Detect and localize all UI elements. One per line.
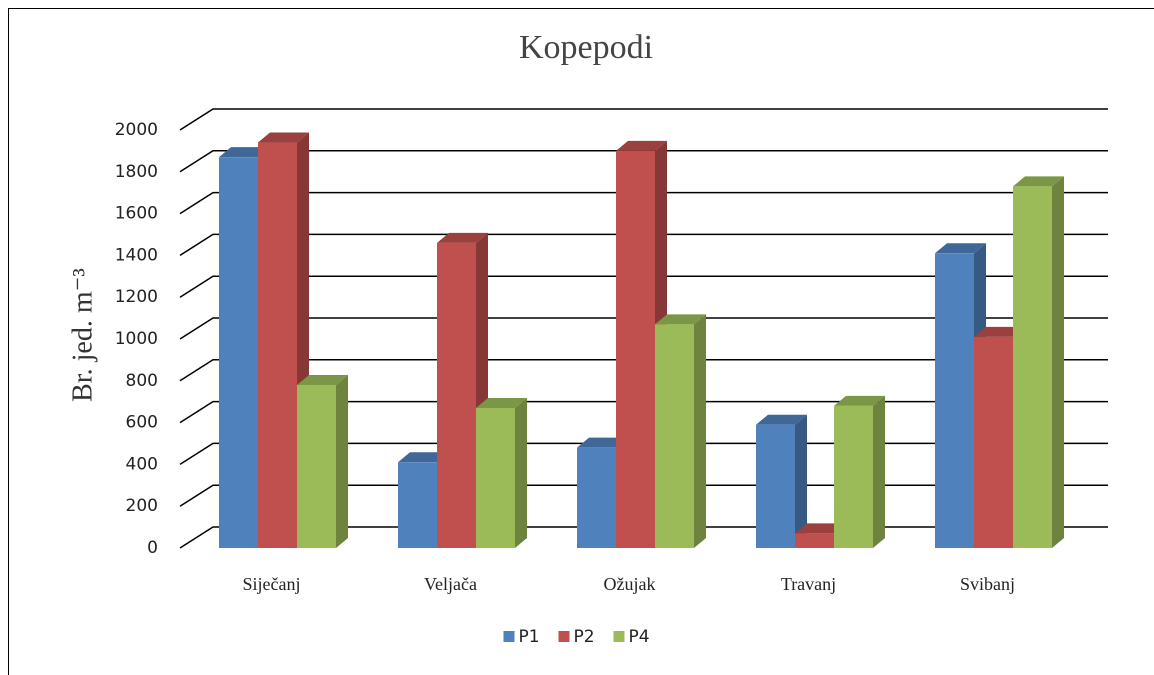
bar-top (476, 397, 527, 408)
y-tick-label: 400 (126, 454, 158, 474)
y-tick-label: 800 (126, 371, 158, 391)
bar-side (873, 395, 885, 548)
y-tick-label: 1800 (115, 162, 158, 182)
bar-top (974, 326, 1025, 337)
bar (795, 533, 834, 548)
legend-label: P4 (629, 627, 650, 647)
x-tick-label: Svibanj (960, 574, 1015, 594)
x-tick-label: Ožujak (604, 574, 656, 594)
bar (577, 447, 616, 548)
bar (974, 336, 1013, 548)
bar (655, 324, 694, 548)
bar (1013, 186, 1052, 548)
bar-top (219, 147, 270, 158)
bar-top (398, 452, 449, 463)
bar (476, 407, 515, 548)
x-tick-label: Veljača (424, 574, 477, 594)
grid-line (179, 191, 1108, 215)
bar-top (258, 132, 309, 143)
bar-top (834, 395, 885, 406)
bar (756, 424, 795, 548)
legend-swatch (613, 631, 625, 642)
y-tick-label: 1200 (115, 287, 158, 307)
bar-top (616, 140, 667, 151)
grid-line (179, 108, 1108, 131)
grid-line (179, 442, 1108, 466)
x-tick-label: Travanj (781, 574, 836, 594)
bar (437, 242, 476, 549)
legend-label: P2 (574, 627, 595, 647)
bar (219, 157, 258, 549)
x-tick-label: Siječanj (243, 574, 301, 594)
chart-border (8, 8, 1154, 675)
grid-line (179, 233, 1108, 257)
bar-side (1052, 176, 1064, 548)
legend-label: P1 (519, 627, 540, 647)
bar-top (795, 523, 846, 534)
y-tick-label: 1600 (115, 204, 158, 224)
bar-top (756, 414, 807, 425)
bar (398, 462, 437, 548)
chart-title: Kopepodi (519, 29, 653, 66)
grid-line (179, 275, 1108, 298)
bar (297, 384, 336, 548)
bar-top (935, 243, 986, 254)
y-tick-label: 600 (126, 413, 158, 433)
legend-swatch (558, 631, 570, 642)
grid-line (179, 317, 1108, 340)
bar-side (515, 397, 527, 548)
y-tick-label: 2000 (115, 120, 158, 140)
bar (258, 142, 297, 549)
grid-line (179, 484, 1108, 507)
bar (616, 150, 655, 548)
bar-side (795, 414, 807, 548)
y-tick-label: 0 (147, 538, 158, 558)
grid-line (179, 150, 1108, 173)
y-axis-label: Br. jed. m⁻³ (67, 268, 98, 402)
bar (834, 405, 873, 548)
grid-line (179, 400, 1108, 424)
bar (935, 253, 974, 548)
bar-top (655, 314, 706, 325)
bar-side (694, 314, 706, 548)
bar-top (1013, 176, 1064, 187)
bar-top (577, 437, 628, 448)
y-tick-label: 200 (126, 496, 158, 516)
grid-line (179, 359, 1108, 382)
bar-top (437, 232, 488, 243)
y-tick-label: 1000 (115, 329, 158, 349)
legend-swatch (503, 631, 515, 642)
y-tick-label: 1400 (115, 245, 158, 265)
bar-top (297, 374, 348, 385)
bar-side (336, 374, 348, 548)
